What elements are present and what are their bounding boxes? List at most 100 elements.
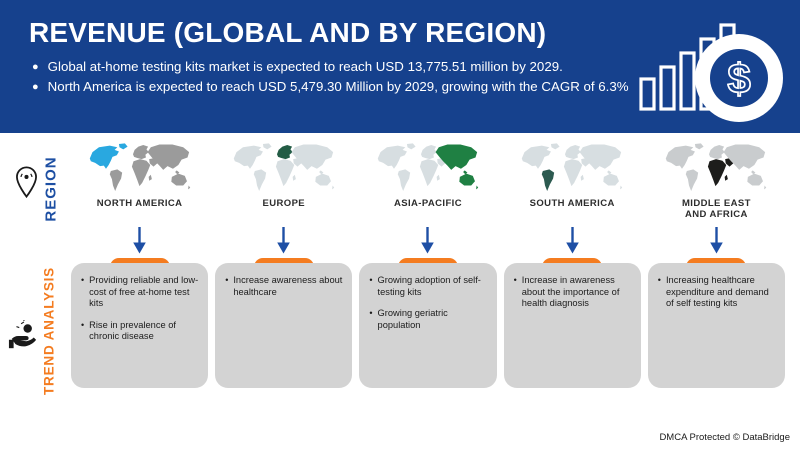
continent-europe bbox=[132, 145, 149, 160]
hand-coin-icon bbox=[8, 320, 37, 349]
continent-australia bbox=[603, 173, 623, 190]
region-label: NORTH AMERICA bbox=[96, 198, 183, 209]
down-arrow-icon bbox=[133, 227, 146, 254]
continent-asia bbox=[147, 144, 189, 175]
trend-list: • Increase awareness about healthcare bbox=[225, 275, 345, 298]
bullet-dot: ● bbox=[32, 81, 39, 93]
bullet-dot: • bbox=[225, 275, 229, 285]
continent-north-america bbox=[89, 145, 119, 169]
continent-south-america bbox=[541, 169, 555, 191]
trend-item: • Providing reliable and low-cost of free… bbox=[81, 275, 201, 310]
trend-text: Increase awareness about healthcare bbox=[233, 275, 343, 297]
trend-item: • Growing geriatric population bbox=[369, 308, 489, 331]
trend-card: • Increase in awareness about the importa… bbox=[503, 258, 641, 388]
continent-greenland bbox=[406, 143, 416, 150]
continent-europe bbox=[420, 145, 437, 160]
trend-text: Growing geriatric population bbox=[377, 308, 448, 330]
world-map bbox=[662, 142, 770, 194]
continent-asia bbox=[579, 144, 622, 175]
continent-australia bbox=[459, 173, 479, 190]
card-body: • Providing reliable and low-cost of free… bbox=[71, 263, 209, 388]
continent-europe bbox=[276, 145, 293, 160]
continent-asia bbox=[435, 144, 478, 175]
continent-north-america bbox=[377, 145, 407, 169]
bullet-dot: ● bbox=[32, 61, 39, 73]
trend-text: Increasing healthcare expenditure and de… bbox=[665, 275, 769, 308]
continent-africa bbox=[419, 159, 440, 187]
region-column: ASIA-PACIFIC • Growing adoption of self-t… bbox=[359, 142, 497, 388]
header-band: REVENUE (GLOBAL AND BY REGION) ● Global … bbox=[0, 0, 800, 133]
continent-south-america bbox=[397, 169, 411, 191]
bullet-dot: • bbox=[657, 275, 661, 285]
continent-australia bbox=[747, 173, 767, 190]
region-column: MIDDLE EAST AND AFRICA • Increasing healt… bbox=[647, 142, 785, 388]
header-bullet-list: ● Global at-home testing kits market is … bbox=[32, 57, 629, 97]
continent-africa bbox=[564, 159, 585, 187]
continent-south-america bbox=[686, 169, 699, 191]
bullet-dot: • bbox=[81, 275, 85, 285]
page-title: REVENUE (GLOBAL AND BY REGION) bbox=[29, 17, 547, 48]
trend-card: • Increasing healthcare expenditure and d… bbox=[647, 258, 785, 388]
world-map bbox=[86, 142, 194, 194]
trend-list: • Increasing healthcare expenditure and d… bbox=[658, 275, 778, 310]
continent-north-america bbox=[233, 145, 263, 169]
trend-section-label: TREND ANALYSIS bbox=[41, 267, 57, 395]
trend-text: Rise in prevalence of chronic disease bbox=[89, 319, 176, 342]
bullet-dot: • bbox=[369, 308, 373, 318]
trend-item: • Rise in prevalence of chronic disease bbox=[81, 320, 201, 343]
down-arrow-icon bbox=[421, 227, 435, 254]
continent-asia bbox=[291, 144, 333, 175]
trend-item: • Increase in awareness about the importa… bbox=[514, 275, 634, 310]
continent-greenland bbox=[118, 143, 128, 150]
continent-africa bbox=[708, 159, 729, 187]
world-map bbox=[374, 142, 482, 194]
card-body: • Growing adoption of self-testing kits • G… bbox=[359, 263, 497, 388]
trend-item: • Increase awareness about healthcare bbox=[225, 275, 345, 298]
trend-text: Growing adoption of self-testing kits bbox=[377, 275, 481, 297]
trend-item: • Increasing healthcare expenditure and d… bbox=[658, 275, 778, 310]
continent-north-america bbox=[666, 145, 696, 169]
header-bullet: ● Global at-home testing kits market is … bbox=[32, 57, 629, 77]
trend-item: • Growing adoption of self-testing kits bbox=[369, 275, 489, 298]
region-label: EUROPE bbox=[262, 198, 306, 209]
bar-chart-dollar-icon: $ bbox=[639, 23, 783, 122]
region-column: SOUTH AMERICA • Increase in awareness abo… bbox=[503, 142, 641, 388]
continent-greenland bbox=[262, 143, 272, 150]
continent-greenland bbox=[551, 143, 560, 150]
trend-list: • Increase in awareness about the importa… bbox=[514, 275, 634, 310]
continent-greenland bbox=[695, 143, 704, 150]
trend-card: • Increase awareness about healthcare bbox=[215, 258, 353, 388]
continent-australia bbox=[315, 173, 335, 190]
trend-text: Increase in awareness about the importan… bbox=[521, 275, 620, 308]
continent-north-america bbox=[521, 145, 552, 169]
continent-south-america bbox=[109, 169, 122, 191]
continent-europe bbox=[565, 145, 581, 160]
region-section-label: REGION bbox=[42, 156, 60, 222]
region-label: MIDDLE EAST AND AFRICA bbox=[681, 198, 751, 220]
dmca-copyright: DMCA Protected © DataBridge bbox=[659, 432, 790, 443]
card-body: • Increase in awareness about the importa… bbox=[503, 263, 641, 388]
card-body: • Increase awareness about healthcare bbox=[215, 263, 353, 388]
bullet-dot: • bbox=[81, 319, 85, 330]
header-bullet-text: Global at-home testing kits market is ex… bbox=[47, 59, 563, 74]
continent-south-america bbox=[253, 169, 266, 191]
card-body: • Increasing healthcare expenditure and d… bbox=[647, 263, 785, 388]
trend-list: • Growing adoption of self-testing kits • G… bbox=[369, 275, 489, 331]
down-arrow-icon bbox=[277, 227, 291, 254]
bullet-dot: • bbox=[369, 275, 373, 285]
region-column: EUROPE • Increase awareness about healthc… bbox=[215, 142, 353, 388]
svg-text:$: $ bbox=[727, 55, 750, 102]
trend-card: • Providing reliable and low-cost of free… bbox=[71, 258, 209, 388]
continent-africa bbox=[131, 159, 152, 187]
trend-text: Providing reliable and low-cost of free … bbox=[89, 275, 199, 308]
location-pin-icon bbox=[16, 166, 37, 199]
world-map bbox=[230, 142, 338, 194]
world-map bbox=[518, 142, 626, 194]
header-bullet-text: North America is expected to reach USD 5… bbox=[47, 79, 629, 94]
trend-list: • Providing reliable and low-cost of free… bbox=[81, 275, 201, 343]
region-column: NORTH AMERICA • Providing reliable and lo… bbox=[71, 142, 209, 388]
region-label: ASIA-PACIFIC bbox=[394, 198, 462, 209]
continent-europe bbox=[709, 145, 726, 160]
down-arrow-icon bbox=[710, 227, 723, 254]
